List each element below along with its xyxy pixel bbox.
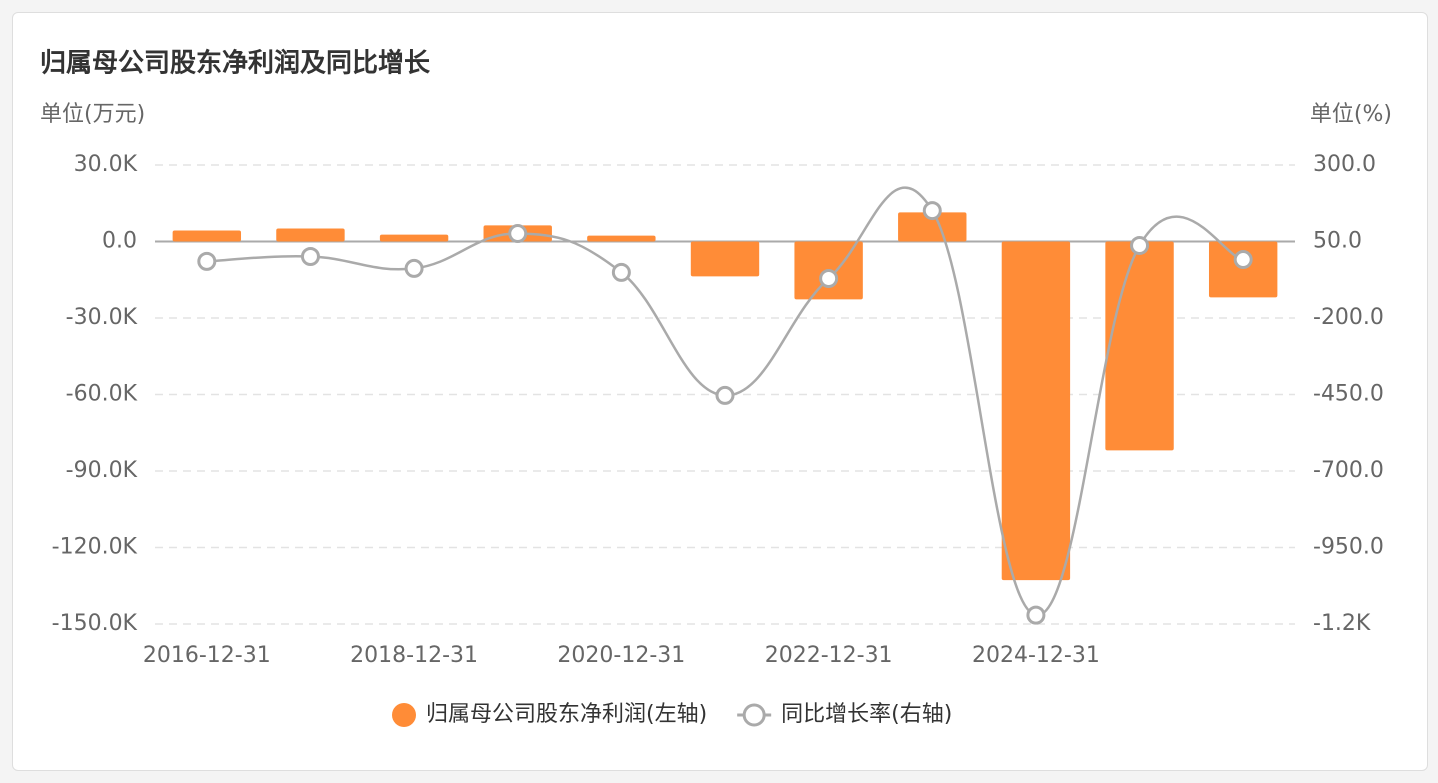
x-tick-label: 2024-12-31 [972,643,1100,668]
bar [172,230,242,242]
bar [1208,241,1278,298]
bar [898,212,967,242]
legend-swatch [392,703,416,727]
bar [379,234,449,242]
y-tick-label: -150.0K [52,611,138,636]
bar [1001,241,1071,581]
chart-title: 归属母公司股东净利润及同比增长 [40,48,431,79]
x-tick-label: 2016-12-31 [143,643,271,668]
y-tick-label: -30.0K [66,305,138,330]
y2-tick-label: -700.0 [1313,458,1384,483]
line-point [715,385,735,405]
legend-swatch [742,703,766,727]
bar [1105,241,1174,451]
y-tick-label: -120.0K [52,535,138,560]
y2-tick-label: -200.0 [1313,305,1384,330]
y-unit: 单位(万元) [40,102,145,127]
line-point [1233,250,1253,270]
line-point [922,201,942,221]
legend-label: 归属母公司股东净利润(左轴) [426,702,707,727]
y-tick-label: -90.0K [66,458,138,483]
line-point [197,251,217,271]
legend-label: 同比增长率(右轴) [781,702,952,727]
line-point [819,269,839,289]
y-tick-label: 0.0 [102,229,137,254]
y2-unit: 单位(%) [1310,102,1392,127]
line-point [1026,605,1046,625]
bar [690,241,760,277]
line-point [300,246,320,266]
y2-tick-label: -1.2K [1313,611,1371,636]
bar [587,235,656,242]
y-tick-label: 30.0K [74,152,138,177]
x-tick-label: 2022-12-31 [765,643,893,668]
y2-tick-label: -950.0 [1313,535,1384,560]
line-point [404,258,424,278]
bar [276,228,345,242]
x-tick-label: 2018-12-31 [350,643,478,668]
y2-tick-label: -450.0 [1313,382,1384,407]
line-point [1130,235,1150,255]
x-tick-label: 2020-12-31 [557,643,685,668]
y2-tick-label: 300.0 [1313,152,1376,177]
line-point [611,262,631,282]
y2-tick-label: 50.0 [1313,229,1362,254]
y-tick-label: -60.0K [66,382,138,407]
line-point [508,224,528,244]
